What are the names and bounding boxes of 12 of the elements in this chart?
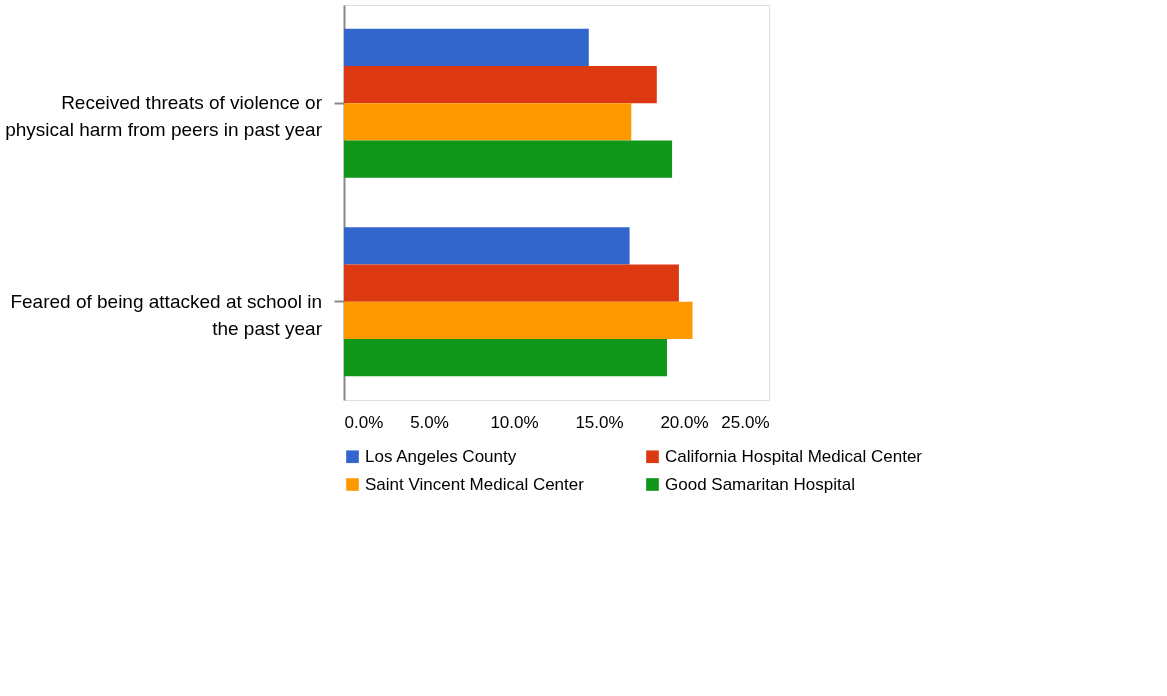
x-tick-label: 0.0% <box>344 412 384 432</box>
legend-label: Good Samaritan Hospital <box>665 474 855 494</box>
legend-label: Saint Vincent Medical Center <box>365 474 585 494</box>
x-tick-label: 15.0% <box>575 412 624 432</box>
legend-label: Los Angeles County <box>365 446 517 466</box>
x-tick-label: 25.0% <box>721 412 770 432</box>
legend-label: California Hospital Medical Center <box>665 446 923 466</box>
y-tick-label: Received threats of violence or physical harm from peers in past year <box>5 92 323 141</box>
x-tick-label: 20.0% <box>660 412 709 432</box>
x-tick-label: 5.0% <box>410 412 449 432</box>
x-tick-label: 10.0% <box>490 412 539 432</box>
y-tick-label: Feared of being attacked at school in the past year <box>10 290 323 339</box>
